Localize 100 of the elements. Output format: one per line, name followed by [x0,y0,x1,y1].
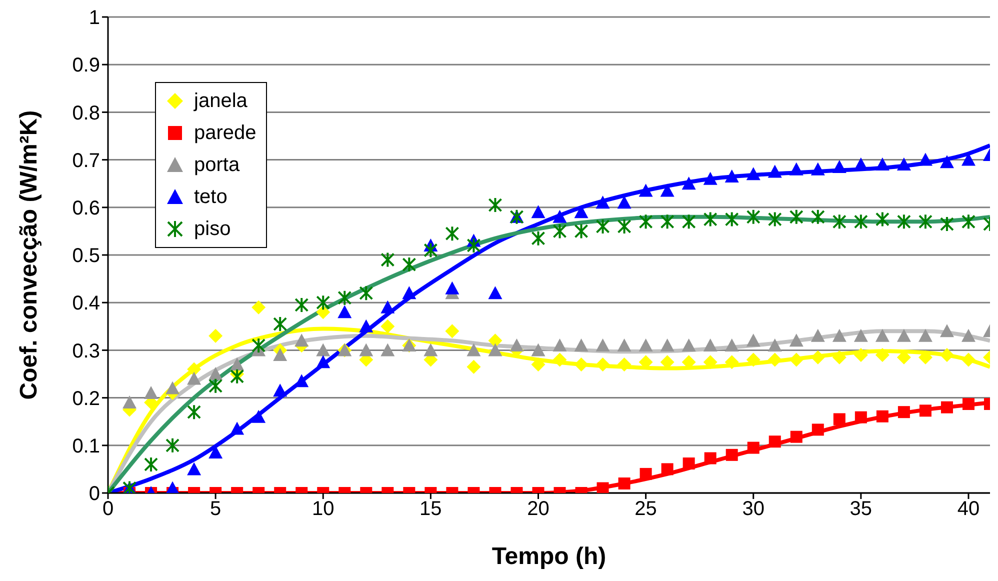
point [617,196,632,209]
y-tick-label: 0.7 [72,150,100,172]
point [746,167,760,180]
y-tick-label: 1 [88,7,100,30]
point [724,338,739,352]
point [252,410,266,423]
point [596,196,610,209]
point [832,214,846,230]
x-tick-label: 5 [210,498,222,520]
y-tick-label: 0 [88,483,100,506]
point [618,477,630,490]
point [596,482,609,493]
point [746,334,760,347]
point [402,256,416,273]
point [531,357,546,372]
point [961,214,976,230]
point [294,296,309,313]
point [424,343,438,356]
point [510,338,524,352]
point [445,226,460,242]
point [660,214,674,230]
point [724,211,739,228]
x-tick-label: 15 [420,498,442,520]
point [810,208,825,225]
point [574,223,588,240]
point [703,338,718,352]
point [961,352,976,367]
point [940,155,954,168]
point [574,338,588,352]
point [230,368,244,384]
x-tick-label: 35 [850,498,872,520]
y-tick-label: 0.5 [72,245,100,268]
point [122,396,137,409]
x-tick-label: 40 [957,498,980,520]
point [768,211,782,228]
point [940,348,954,362]
point [682,176,696,190]
point [896,214,911,230]
point [789,162,804,176]
point [552,338,567,352]
point [940,401,953,414]
legend-label: parede [194,122,256,144]
point [660,184,674,197]
point [617,218,632,234]
point [746,208,760,225]
point [359,343,374,356]
point [918,350,932,364]
point [208,378,223,394]
point [854,328,868,342]
point [810,162,825,176]
point [896,158,911,171]
point [812,424,824,436]
point [552,352,567,367]
point [273,384,288,397]
point [230,357,244,370]
x-tick-label: 25 [634,498,657,520]
point [252,300,266,314]
x-tick-label: 20 [527,498,550,520]
point [875,158,890,171]
point [466,237,481,254]
point [338,290,352,306]
point [166,437,180,454]
point [144,456,158,472]
x-axis-title: Tempo (h) [492,543,606,570]
point [445,281,460,294]
point [208,446,223,459]
point [574,205,588,218]
point [294,334,309,347]
point [187,372,202,385]
point [876,410,888,422]
point [638,184,653,197]
point [166,481,180,493]
point [252,337,266,354]
y-tick-label: 0.2 [72,388,100,410]
point [810,328,825,342]
point [832,328,846,342]
point [466,343,481,356]
point [187,404,202,420]
point [380,319,395,334]
point [660,338,674,352]
point [682,214,696,230]
point [810,350,825,364]
legend-label: janela [194,90,248,112]
point [790,430,802,443]
point [896,328,911,342]
point [961,328,976,342]
point [875,211,890,228]
point [703,355,718,370]
point [316,294,330,311]
point [726,448,738,461]
point [682,338,696,352]
point [187,362,202,376]
point [316,305,330,320]
point [380,343,395,356]
point [854,214,868,230]
point [596,218,610,234]
point [230,422,244,435]
point [898,406,910,418]
point [617,357,632,372]
point [703,172,718,185]
